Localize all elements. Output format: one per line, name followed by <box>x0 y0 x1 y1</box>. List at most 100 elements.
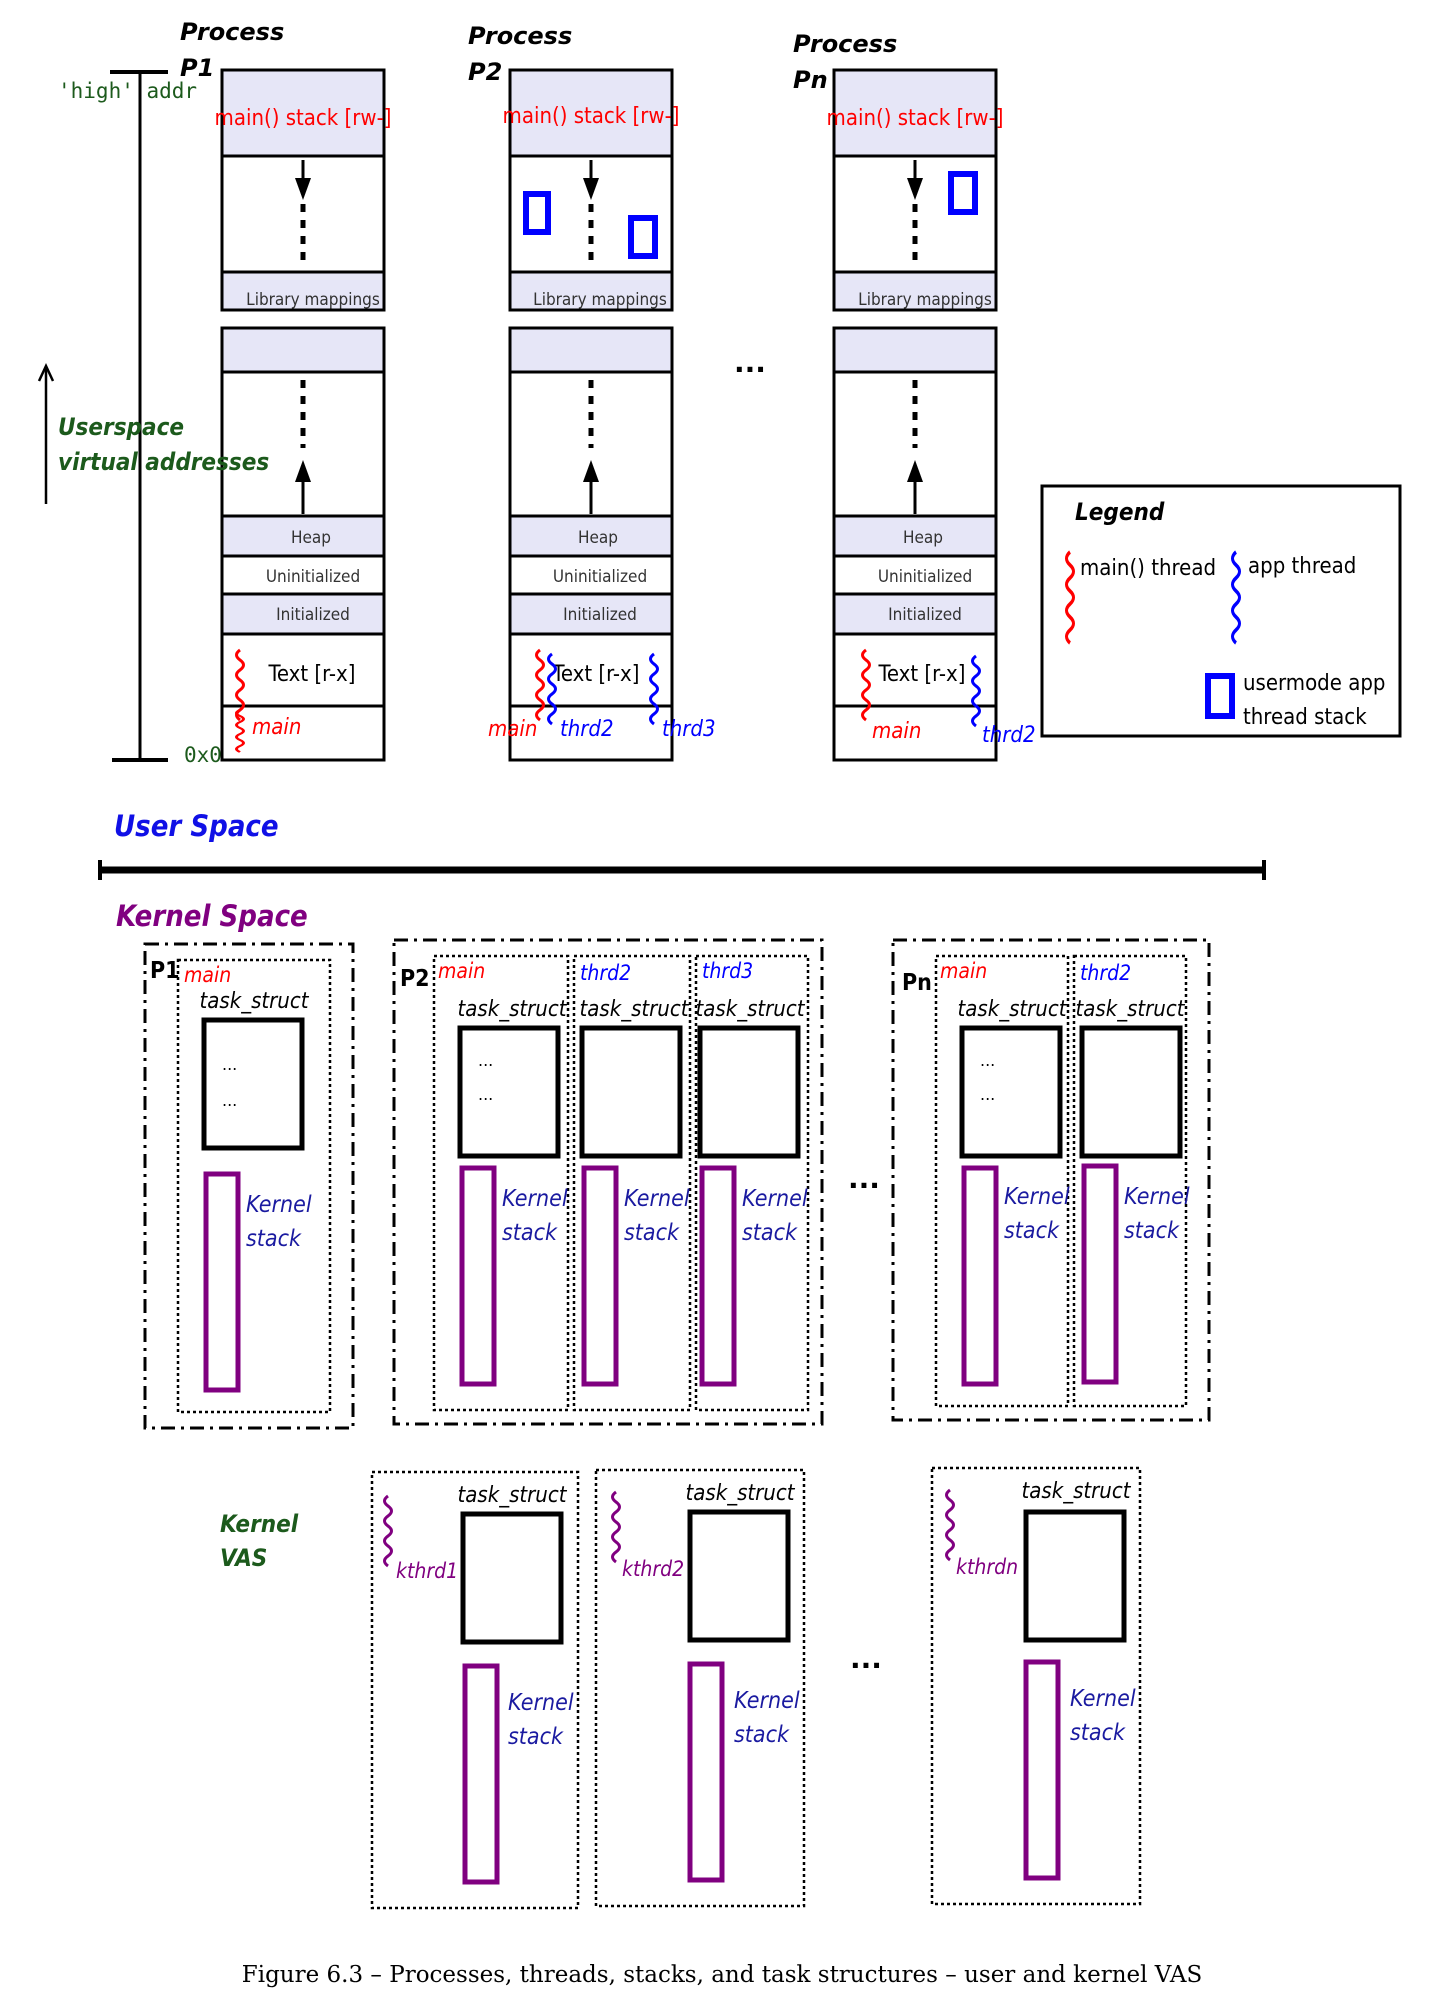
process-title: Process <box>180 18 284 46</box>
task-struct-label: task_struct <box>458 997 568 1022</box>
process-p2: Process P2 main() stack [rw-] Library ma… <box>468 22 716 762</box>
text-segment <box>220 632 386 708</box>
process-group-border <box>891 938 1211 1422</box>
data-segment <box>220 592 386 636</box>
heap-label: Heap <box>578 528 618 548</box>
bss-label: Uninitialized <box>266 567 360 587</box>
task-struct-label: task_struct <box>1022 1479 1132 1504</box>
thread-label-main: main <box>252 715 301 740</box>
kernel-stack-label: Kernel <box>742 1186 808 1212</box>
process-group-border <box>143 942 355 1430</box>
kernel-stack-box <box>462 1663 500 1885</box>
process-id: P1 <box>180 54 214 82</box>
task-struct-dots: ... <box>980 1051 995 1070</box>
task-struct-box <box>687 1509 791 1643</box>
kernel-vas-label: VAS <box>220 1544 267 1572</box>
user-space-label: User Space <box>114 809 279 843</box>
userspace-axis-label: virtual addresses <box>58 448 269 476</box>
legend-stack: thread stack <box>1243 705 1367 730</box>
bss-label: Uninitialized <box>553 567 647 587</box>
arrow-head-down <box>295 178 311 200</box>
kernel-stack-label: stack <box>1124 1218 1180 1244</box>
kernel-group-p1: P1 main task_struct ... ... Kernel stack <box>143 942 355 1430</box>
task-struct-box <box>457 1025 561 1159</box>
kernel-stack-box <box>699 1165 737 1387</box>
kernel-stack-box <box>687 1661 725 1883</box>
library-mappings-segment <box>220 270 386 312</box>
kernel-stack-label: stack <box>734 1722 790 1748</box>
kernel-stack-label: stack <box>1070 1720 1126 1746</box>
process-id: Pn <box>793 66 828 94</box>
kernel-thread-ellipsis: ... <box>850 1642 882 1675</box>
kernel-thread-label: kthrdn <box>956 1555 1018 1579</box>
kernel-pid-label: Pn <box>902 970 932 996</box>
arrow-head-down <box>907 178 923 200</box>
library-mappings-segment <box>508 270 674 312</box>
userspace-axis-label: Userspace <box>58 413 184 441</box>
kernel-stack-box <box>203 1171 241 1393</box>
process-title: Process <box>468 22 572 50</box>
kernel-thread-kthrdn: kthrdn task_struct Kernel stack <box>930 1466 1142 1906</box>
high-address-label: 'high' addr <box>58 79 197 103</box>
kernel-thread-label-thrd2: thrd2 <box>1080 961 1131 985</box>
task-struct-box <box>959 1025 1063 1159</box>
library-mappings-segment <box>832 270 998 312</box>
kernel-group-pn: Pn main task_struct ... ... Kernel stack… <box>891 938 1211 1422</box>
task-struct-box <box>579 1025 683 1159</box>
kernel-stack-box <box>459 1165 497 1387</box>
data-label: Initialized <box>563 605 637 625</box>
task-struct-label: task_struct <box>1076 997 1186 1022</box>
thread-group-border <box>1072 954 1188 1408</box>
process-p1: Process P1 main() stack [rw-] Library ma… <box>180 18 392 762</box>
thread-group-border <box>694 954 810 1412</box>
kernel-thread-label-main: main <box>184 963 231 987</box>
kernel-thread-label-thrd3: thrd3 <box>702 959 753 983</box>
task-struct-dots: ... <box>478 1085 493 1104</box>
task-struct-box <box>460 1511 564 1645</box>
kernel-stack-label: Kernel <box>734 1688 800 1714</box>
arrow-head-up <box>583 460 599 482</box>
library-mappings-label: Library mappings <box>533 290 667 310</box>
data-segment <box>508 592 674 636</box>
task-struct-box <box>1079 1025 1183 1159</box>
thread-label-main: main <box>872 719 921 744</box>
kernel-stack-label: Kernel <box>624 1186 690 1212</box>
kernel-thread-squiggle <box>383 1494 393 1568</box>
thread-group-border <box>572 954 692 1412</box>
stack-segment-label: main() stack [rw-] <box>215 106 392 131</box>
task-struct-label: task_struct <box>696 997 806 1022</box>
kernel-group-ellipsis: ... <box>848 1162 880 1195</box>
kernel-vas-label: Kernel <box>220 1510 299 1538</box>
heap-label: Heap <box>291 528 331 548</box>
kernel-stack-label: Kernel <box>508 1690 574 1716</box>
kernel-thread-label: kthrd2 <box>622 1557 684 1581</box>
kernel-stack-label: stack <box>508 1724 564 1750</box>
stack-segment-label: main() stack [rw-] <box>503 104 680 129</box>
kernel-pid-label: P1 <box>150 958 180 984</box>
kernel-stack-box <box>581 1165 619 1387</box>
app-thread-stack <box>948 171 978 215</box>
app-thread-stack <box>628 215 658 259</box>
task-struct-label: task_struct <box>200 989 310 1014</box>
task-struct-label: task_struct <box>580 997 690 1022</box>
thread-group-border <box>934 954 1070 1408</box>
task-struct-dots: ... <box>222 1091 237 1110</box>
bss-segment <box>220 554 386 596</box>
stack-segment <box>508 68 674 158</box>
kernel-stack-label: Kernel <box>1070 1686 1136 1712</box>
kernel-thread-border <box>930 1466 1142 1906</box>
task-struct-box <box>201 1017 305 1151</box>
bottom-segment <box>220 704 386 762</box>
thread-stack-icon <box>1205 673 1235 719</box>
mapping-segment <box>508 326 674 374</box>
data-label: Initialized <box>888 605 962 625</box>
app-thread-stack <box>523 191 551 235</box>
text-segment <box>832 632 998 708</box>
address-axis: 'high' addr 0x0 Userspace virtual addres… <box>37 70 269 767</box>
text-label: Text [r-x] <box>878 662 966 687</box>
kernel-stack-box <box>961 1165 999 1387</box>
legend: Legend main() thread app thread usermode… <box>1040 484 1402 738</box>
task-struct-dots: ... <box>222 1055 237 1074</box>
kernel-thread-squiggle <box>945 1488 955 1562</box>
